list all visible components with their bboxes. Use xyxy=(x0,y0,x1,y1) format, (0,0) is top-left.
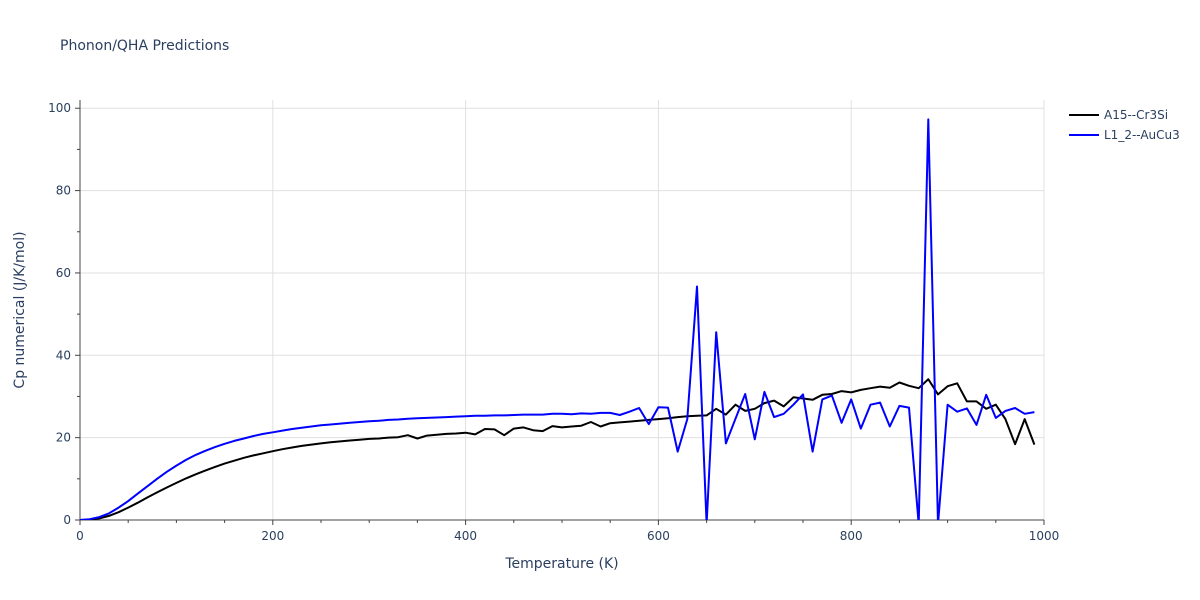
series-lines xyxy=(80,118,1036,520)
y-tick-label: 60 xyxy=(56,266,71,280)
y-tick-label: 80 xyxy=(56,184,71,198)
legend-item[interactable]: L1_2--AuCu3 xyxy=(1069,128,1180,142)
x-tick-label: 0 xyxy=(76,529,84,543)
x-tick-label: 200 xyxy=(261,529,284,543)
legend-item[interactable]: A15--Cr3Si xyxy=(1069,108,1168,122)
y-tick-label: 20 xyxy=(56,431,71,445)
x-axis-title: Temperature (K) xyxy=(504,556,618,572)
x-tick-label: 600 xyxy=(647,529,670,543)
legend[interactable]: A15--Cr3Si L1_2--AuCu3 xyxy=(1069,108,1180,142)
grid xyxy=(80,100,1045,520)
x-tick-label: 1000 xyxy=(1029,529,1060,543)
y-axis-title: Cp numerical (J/K/mol) xyxy=(12,231,28,388)
x-axis-ticks: 0 200 400 600 800 1000 xyxy=(76,520,1059,543)
series-line-2 xyxy=(80,118,1035,520)
legend-label: A15--Cr3Si xyxy=(1104,108,1168,122)
y-tick-label: 40 xyxy=(56,348,71,362)
y-axis-ticks: 0 20 40 60 80 100 xyxy=(48,101,80,527)
x-tick-label: 800 xyxy=(840,529,863,543)
axes xyxy=(79,100,1044,521)
chart-title: Phonon/QHA Predictions xyxy=(60,38,229,54)
x-tick-label: 400 xyxy=(454,529,477,543)
y-tick-label: 100 xyxy=(48,101,71,115)
series-line-1 xyxy=(80,378,1036,520)
legend-label: L1_2--AuCu3 xyxy=(1104,128,1180,142)
y-tick-label: 0 xyxy=(63,513,71,527)
